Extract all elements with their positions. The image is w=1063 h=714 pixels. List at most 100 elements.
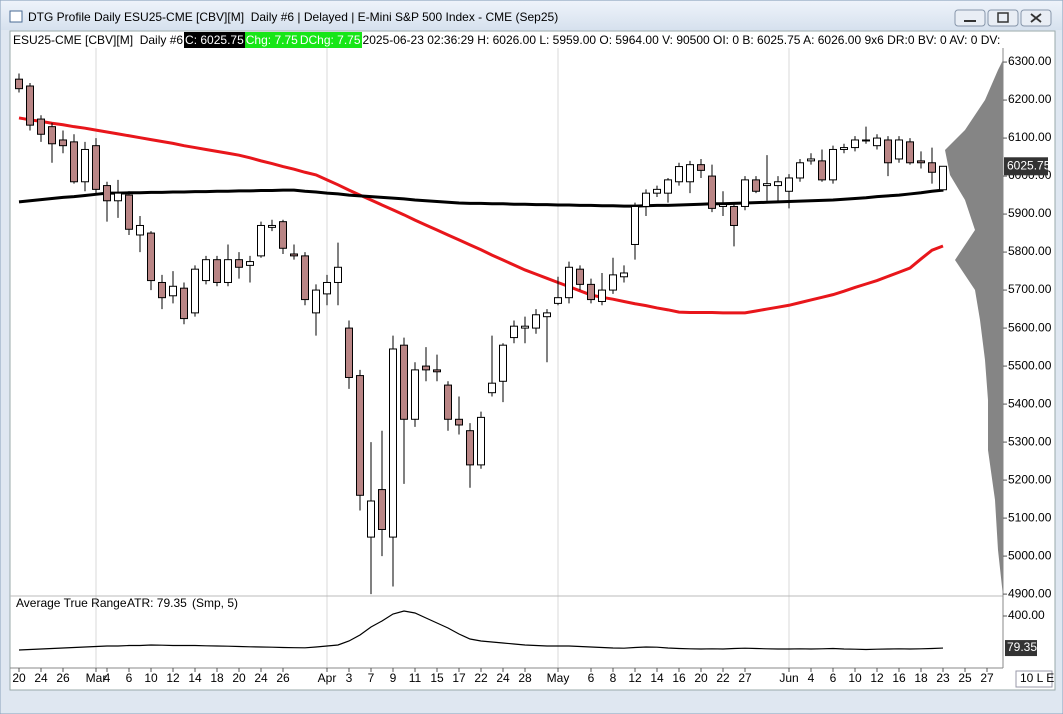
- candle-body: [202, 259, 210, 282]
- candle-body: [752, 179, 760, 192]
- x-tick-label: 20: [232, 671, 246, 685]
- candle-body: [257, 224, 265, 257]
- app-icon: [9, 10, 23, 23]
- x-tick-label: 24: [34, 671, 48, 685]
- candle-body: [400, 344, 408, 420]
- candle-body: [917, 160, 925, 164]
- candle-body: [345, 327, 353, 378]
- x-tick-label: 24: [496, 671, 510, 685]
- candle-body: [840, 147, 848, 150]
- candle-body: [81, 148, 89, 183]
- x-tick-label: 6: [126, 671, 133, 685]
- maximize-button[interactable]: [987, 9, 1019, 27]
- moving-average: [18, 116, 944, 315]
- atr-line: [18, 610, 944, 651]
- y-tick-label: 6100.00: [1008, 130, 1052, 144]
- change-box: Chg: 7.75: [244, 32, 299, 48]
- x-tick-label: 17: [452, 671, 466, 685]
- x-tick-label: 4: [104, 671, 111, 685]
- atr-value-text: ATR: 79.35: [127, 596, 187, 610]
- candle-body: [103, 185, 111, 202]
- x-tick-label: 27: [980, 671, 994, 685]
- x-tick-label: 10: [848, 671, 862, 685]
- window-buttons[interactable]: [954, 9, 1052, 27]
- last-price-box: [1004, 157, 1048, 176]
- candle-body: [147, 232, 155, 282]
- candle-body: [477, 416, 485, 466]
- candle-body: [906, 141, 914, 164]
- x-tick-label: Mar: [86, 671, 107, 685]
- candle-body: [213, 259, 221, 283]
- x-tick-label: 27: [738, 671, 752, 685]
- candle-body: [323, 281, 331, 295]
- x-tick-label: 10: [144, 671, 158, 685]
- y-tick-label: 5600.00: [1008, 320, 1052, 334]
- candle-body: [730, 205, 738, 226]
- x-tick-label: 16: [892, 671, 906, 685]
- candle-body: [114, 192, 122, 202]
- candle-body: [279, 221, 287, 249]
- y-tick-label: 5900.00: [1008, 206, 1052, 220]
- candle-body: [642, 192, 650, 207]
- x-tick-label: 26: [56, 671, 70, 685]
- candle-body: [246, 261, 254, 266]
- status-box[interactable]: [1015, 670, 1053, 688]
- y-tick-label: 5700.00: [1008, 282, 1052, 296]
- candle-body: [37, 118, 45, 135]
- candle-body: [59, 139, 67, 147]
- candle-body: [334, 266, 342, 283]
- x-tick-label: 25: [958, 671, 972, 685]
- day-change-box: DChg: 7.75: [298, 32, 362, 48]
- candle-body: [818, 160, 826, 181]
- x-tick-label: 12: [628, 671, 642, 685]
- status[interactable]: 10 L E: [1020, 671, 1054, 685]
- x-tick-label: 24: [254, 671, 268, 685]
- x-tick-label: 11: [409, 671, 422, 685]
- x-tick-label: May: [547, 671, 570, 685]
- candle-body: [235, 259, 243, 268]
- candle-body: [356, 375, 364, 496]
- candle-body: [587, 283, 595, 301]
- candle-body: [70, 141, 78, 183]
- y-tick-label: 5400.00: [1008, 396, 1052, 410]
- x-tick-label: 14: [650, 671, 664, 685]
- y-tick-label: 5300.00: [1008, 434, 1052, 448]
- minimize-button[interactable]: [954, 9, 986, 27]
- candle-body: [763, 183, 771, 187]
- candle-body: [26, 85, 34, 126]
- y-tick-label: 5200.00: [1008, 472, 1052, 486]
- x-tick-label: 20: [12, 671, 26, 685]
- candle-body: [884, 139, 892, 164]
- x-tick-label: 12: [166, 671, 180, 685]
- candle-body: [389, 348, 397, 538]
- candle-body: [488, 382, 496, 394]
- candle-body: [290, 253, 298, 257]
- candle-body: [620, 272, 628, 278]
- candle-body: [367, 500, 375, 538]
- x-tick-label: Jun: [779, 671, 798, 685]
- maximize-icon: [997, 12, 1009, 23]
- candle-body: [455, 418, 463, 426]
- candle-body: [774, 181, 782, 187]
- candle-body: [433, 369, 441, 373]
- candle-body: [631, 205, 639, 245]
- candle-body: [48, 126, 56, 145]
- candle-body: [664, 179, 672, 194]
- candle-body: [554, 297, 562, 304]
- candle-body: [136, 224, 144, 236]
- candle-body: [268, 224, 276, 228]
- symbol: ESU25-CME [CBV][M] Daily #6: [13, 33, 184, 47]
- candle-body: [719, 204, 727, 207]
- y-tick-label: 5800.00: [1008, 244, 1052, 258]
- candle-body: [609, 274, 617, 291]
- candle-body: [873, 137, 881, 147]
- candle-body: [521, 325, 529, 329]
- x-tick-label: 6: [588, 671, 595, 685]
- y-tick-label: 5500.00: [1008, 358, 1052, 372]
- volume-profile: [945, 60, 1003, 596]
- close-icon: [1030, 13, 1042, 23]
- atr-settings: (Smp, 5): [192, 596, 238, 610]
- candle-body: [125, 194, 133, 230]
